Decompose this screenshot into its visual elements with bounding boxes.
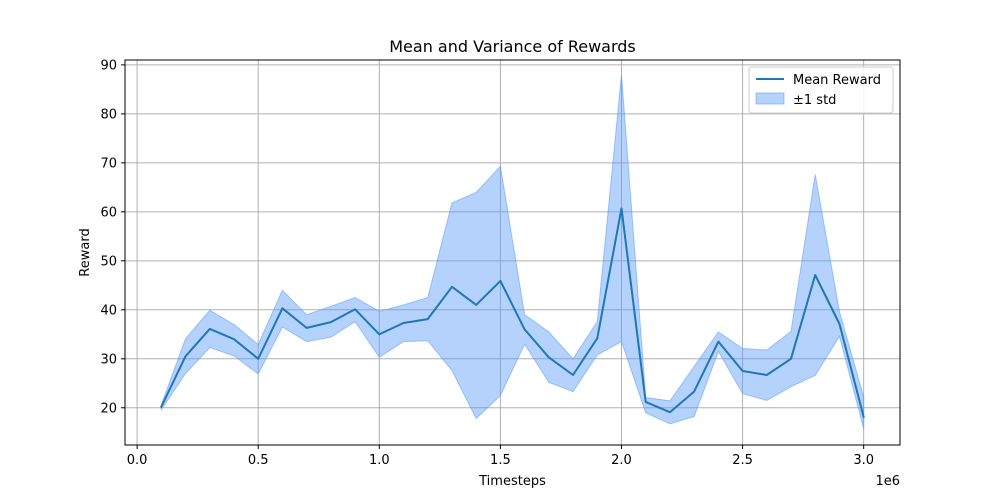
x-tick-label: 0.5 [248,453,269,468]
legend-mean-label: Mean Reward [793,73,881,88]
y-axis-label: Reward [78,228,93,276]
legend: Mean Reward ±1 std [748,66,894,114]
x-tick-label: 3.0 [853,453,874,468]
y-tick-label: 20 [100,401,117,416]
plot-frame [124,59,901,446]
x-axis-label: Timesteps [478,474,546,489]
y-tick-label: 40 [100,303,117,318]
y-tick-label: 90 [100,58,117,73]
axis-ticks: 0.0 0.5 1.0 1.5 2.0 2.5 3.0 20 30 40 50 60 70 80 90 [100,58,874,468]
mean-reward-line [160,207,865,419]
x-tick-label: 0.0 [127,453,148,468]
y-tick-label: 80 [100,107,117,122]
x-tick-label: 2.5 [732,453,753,468]
x-tick-label: 1.0 [369,453,390,468]
y-tick-label: 50 [100,254,117,269]
x-tick-label: 2.0 [611,453,632,468]
legend-box [748,66,894,114]
grid-lines [125,60,900,445]
chart-title: Mean and Variance of Rewards [389,37,636,56]
legend-std-swatch [755,92,785,105]
x-offset-text: 1e6 [875,474,900,489]
std-band-area [160,74,865,429]
y-tick-label: 60 [100,205,117,220]
y-tick-label: 70 [100,156,117,171]
y-tick-label: 30 [100,352,117,367]
x-tick-label: 1.5 [490,453,511,468]
legend-std-label: ±1 std [793,93,836,108]
